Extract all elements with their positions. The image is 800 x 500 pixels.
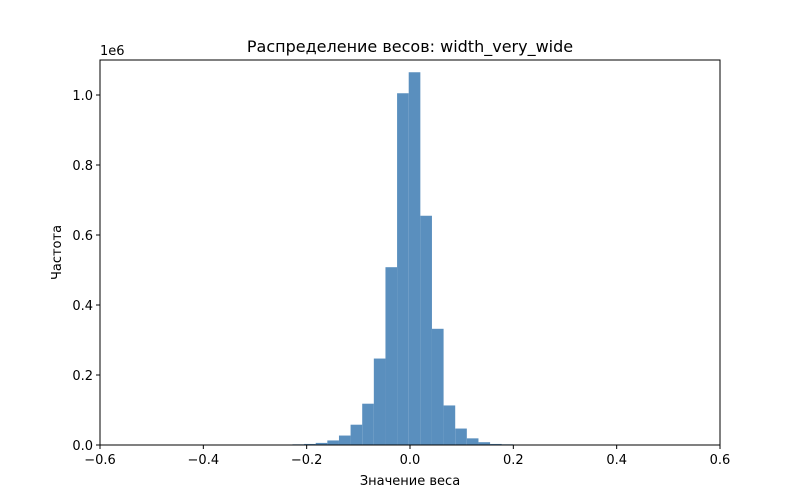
x-tick-label: −0.4 <box>188 453 220 468</box>
y-axis-label: Частота <box>50 225 65 280</box>
x-tick-label: −0.6 <box>84 453 116 468</box>
x-tick-label: −0.2 <box>291 453 323 468</box>
histogram-bar <box>431 328 444 445</box>
histogram-bar <box>304 443 316 445</box>
histogram-bar <box>455 428 467 445</box>
y-tick-label: 0.0 <box>72 439 93 454</box>
histogram-bar <box>350 424 363 445</box>
chart-title: Распределение весов: width_very_wide <box>247 37 573 57</box>
x-tick-label: 0.4 <box>606 453 627 468</box>
y-tick-label: 0.4 <box>72 299 93 314</box>
histogram-bar <box>490 443 502 445</box>
histogram-bar <box>478 442 491 445</box>
x-tick-label: 0.6 <box>710 453 731 468</box>
y-tick-label: 0.8 <box>72 159 93 174</box>
y-axis-ticks: 0.0 0.2 0.4 0.6 0.8 1.0 <box>72 89 100 454</box>
histogram-bar <box>443 405 456 445</box>
x-axis-label: Значение веса <box>360 474 460 489</box>
x-tick-label: 0.2 <box>503 453 524 468</box>
histogram-bar <box>327 440 339 445</box>
histogram-bar <box>466 438 479 445</box>
x-tick-label: 0.0 <box>400 453 421 468</box>
histogram-bar <box>315 442 328 445</box>
histogram-bar <box>420 215 432 445</box>
y-tick-label: 0.2 <box>72 369 93 384</box>
histogram-bar <box>373 358 386 445</box>
histogram-bar <box>362 403 374 445</box>
y-tick-label: 0.6 <box>72 229 93 244</box>
plot-area-frame <box>99 59 721 446</box>
x-axis-ticks: −0.6 −0.4 −0.2 0.0 0.2 0.4 0.6 <box>84 445 730 468</box>
histogram-bar <box>408 72 421 445</box>
histogram-bar <box>338 435 351 445</box>
y-tick-label: 1.0 <box>72 89 93 104</box>
y-axis-multiplier: 1e6 <box>100 44 125 59</box>
histogram-bar <box>385 267 398 445</box>
histogram-bar <box>397 93 409 445</box>
histogram-bars <box>292 72 514 445</box>
